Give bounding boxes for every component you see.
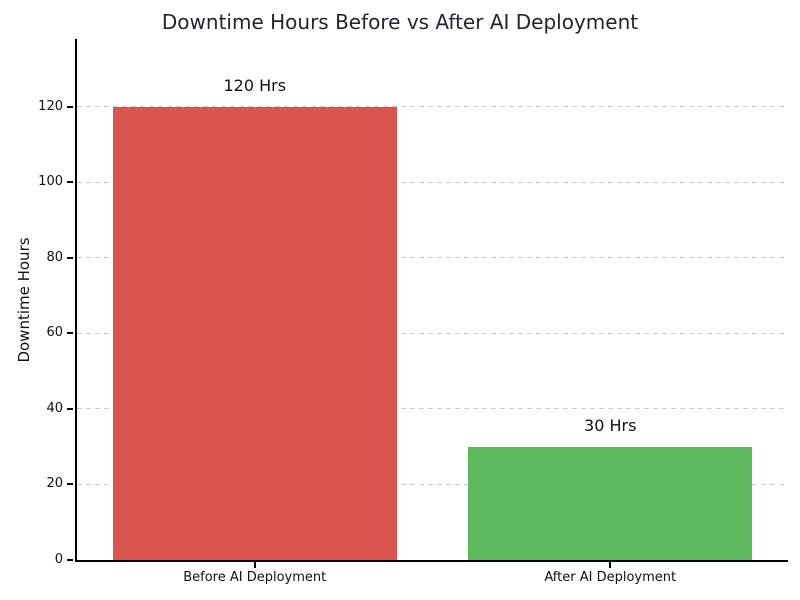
gridline (77, 181, 788, 183)
x-tick-mark (253, 562, 256, 568)
chart-title: Downtime Hours Before vs After AI Deploy… (161, 10, 639, 34)
y-tick-label: 20 (46, 476, 63, 492)
y-tick-mark (67, 483, 73, 486)
y-tick-mark (67, 332, 73, 335)
gridline (77, 483, 788, 485)
bar (468, 446, 753, 560)
x-tick-mark (609, 562, 612, 568)
y-tick-label: 80 (46, 249, 63, 265)
x-tick-label: Before AI Deployment (183, 570, 327, 585)
gridline (77, 106, 788, 108)
y-tick-mark (67, 256, 73, 259)
x-tick-label: After AI Deployment (544, 570, 677, 585)
y-tick-label: 60 (46, 325, 63, 341)
gridline (77, 257, 788, 259)
y-tick-mark (67, 559, 73, 561)
bar-value-label: 30 Hrs (584, 415, 637, 435)
plot-area: 0 20 40 60 80 100 120 120 Hrs Before AI Deployme… (38, 39, 788, 585)
gridline (77, 332, 788, 334)
y-tick-label: 120 (38, 98, 63, 114)
bar-value-label: 120 Hrs (223, 75, 287, 95)
y-tick-label: 40 (46, 400, 63, 416)
y-tick-mark (67, 181, 73, 184)
bar (112, 106, 397, 560)
gridline (77, 408, 788, 410)
y-tick-label: 100 (38, 174, 63, 190)
y-tick-mark (67, 407, 73, 410)
y-tick-mark (67, 105, 73, 108)
y-tick-label: 0 (54, 552, 63, 567)
